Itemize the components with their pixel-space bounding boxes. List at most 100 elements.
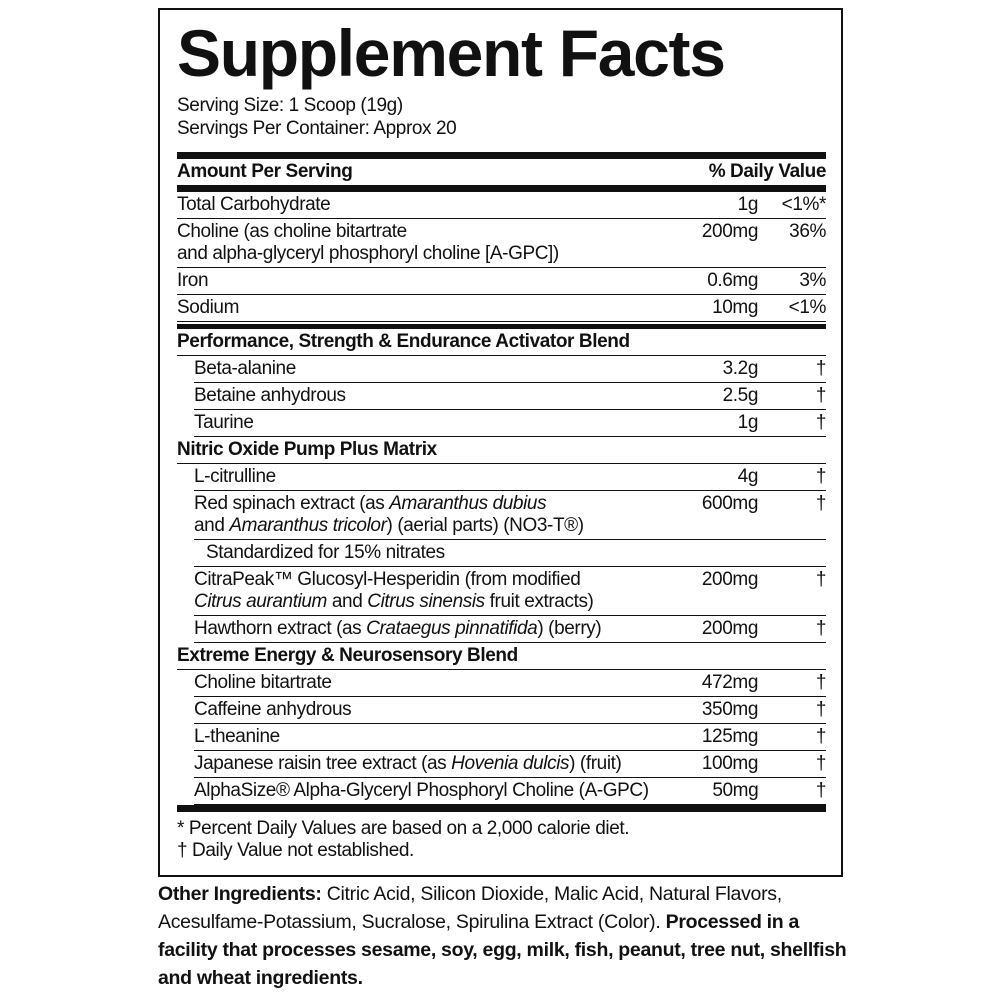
table-header: Amount Per Serving % Daily Value <box>177 159 826 185</box>
name-text: Japanese raisin tree extract (as <box>194 753 452 774</box>
name-line: Taurine <box>194 412 648 434</box>
daily-value: <1%* <box>781 194 827 215</box>
daily-value: † <box>815 618 827 639</box>
daily-value: † <box>815 726 827 747</box>
name-text: ) (aerial parts) (NO3-T®) <box>386 515 585 536</box>
blend-name: Extreme Energy & Neurosensory Blend <box>177 645 518 666</box>
name-line: and alpha-glyceryl phosphoryl choline [A… <box>177 243 648 265</box>
amount: 350mg <box>701 699 759 720</box>
daily-value: 36% <box>789 221 826 242</box>
amount: 3.2g <box>722 358 759 379</box>
footnote: † Daily Value not established. <box>177 840 414 861</box>
ingredient-row: Red spinach extract (as Amaranthus dubiu… <box>194 491 826 540</box>
amount: 472mg <box>701 672 759 693</box>
name-line: AlphaSize® Alpha-Glyceryl Phosphoryl Cho… <box>194 780 649 802</box>
daily-value: † <box>815 358 827 379</box>
ingredient-row: AlphaSize® Alpha-Glyceryl Phosphoryl Cho… <box>194 778 826 805</box>
name-text: Choline bitartrate <box>194 672 332 693</box>
ingredient-row: Caffeine anhydrous 350mg † <box>194 697 826 724</box>
name-line: Sodium <box>177 297 648 319</box>
amount: 50mg <box>712 780 759 801</box>
amount: 125mg <box>701 726 759 747</box>
name-text: Amaranthus tricolor <box>229 515 387 536</box>
name-text: Total Carbohydrate <box>177 194 331 215</box>
thick-rule <box>177 324 826 329</box>
blend-title: Nitric Oxide Pump Plus Matrix <box>177 437 826 464</box>
name-line: Japanese raisin tree extract (as Hovenia… <box>194 753 648 775</box>
ingredient-name: Sodium <box>177 297 648 319</box>
name-line: and Amaranthus tricolor) (aerial parts) … <box>194 515 648 537</box>
ingredient-row: L-citrulline 4g † <box>194 464 826 491</box>
name-text: ) (berry) <box>537 618 602 639</box>
name-text: and <box>326 591 368 612</box>
name-text: L-citrulline <box>194 466 276 487</box>
ingredient-name: Red spinach extract (as Amaranthus dubiu… <box>194 493 648 537</box>
name-line: Beta-alanine <box>194 358 648 380</box>
name-text: CitraPeak™ Glucosyl-Hesperidin (from mod… <box>194 569 581 590</box>
name-text: Betaine anhydrous <box>194 385 346 406</box>
ingredient-row: Sodium 10mg <1% <box>177 295 826 322</box>
ingredient-name: Betaine anhydrous <box>194 385 648 407</box>
amount: 200mg <box>701 569 759 590</box>
serving-size: Serving Size: 1 Scoop (19g) <box>177 95 403 116</box>
name-line: Choline (as choline bitartrate <box>177 221 648 243</box>
name-text: Choline (as choline bitartrate <box>177 221 407 242</box>
supplement-facts-panel: Supplement Facts Serving Size: 1 Scoop (… <box>158 8 843 877</box>
daily-value: † <box>815 412 827 433</box>
ingredient-name: Japanese raisin tree extract (as Hovenia… <box>194 753 648 775</box>
thick-rule <box>177 805 826 812</box>
other-ingredients-text: Citric Acid, Silicon Dioxide, Malic Acid… <box>158 883 782 933</box>
header-daily-value: % Daily Value <box>708 161 827 182</box>
ingredient-row: CitraPeak™ Glucosyl-Hesperidin (from mod… <box>194 567 826 616</box>
note-text: Standardized for 15% nitrates <box>206 542 445 563</box>
daily-value: † <box>815 672 827 693</box>
other-ingredients-label: Other Ingredients: <box>158 883 322 905</box>
name-text: Caffeine anhydrous <box>194 699 352 720</box>
name-text: ) (fruit) <box>569 753 622 774</box>
amount: 1g <box>737 194 759 215</box>
name-text: Crataegus pinnatifida <box>366 618 538 639</box>
name-text: and alpha-glyceryl phosphoryl choline [A… <box>177 243 559 264</box>
thick-rule <box>177 152 826 159</box>
name-text: and <box>194 515 230 536</box>
daily-value: <1% <box>788 297 827 318</box>
ingredient-name: CitraPeak™ Glucosyl-Hesperidin (from mod… <box>194 569 648 613</box>
ingredient-name: AlphaSize® Alpha-Glyceryl Phosphoryl Cho… <box>194 780 649 802</box>
name-line: Caffeine anhydrous <box>194 699 648 721</box>
name-text: AlphaSize® Alpha-Glyceryl Phosphoryl Cho… <box>194 780 649 801</box>
table-body: Total Carbohydrate 1g <1%* Choline (as chol… <box>177 192 826 805</box>
amount: 200mg <box>701 221 759 242</box>
name-text: Beta-alanine <box>194 358 296 379</box>
name-text: Taurine <box>194 412 254 433</box>
amount: 2.5g <box>722 385 759 406</box>
name-text: Amaranthus dubius <box>389 493 547 514</box>
servings-per-container: Servings Per Container: Approx 20 <box>177 118 457 139</box>
name-text: Hawthorn extract (as <box>194 618 367 639</box>
ingredient-row: Choline (as choline bitartrate and alpha-… <box>177 219 826 268</box>
ingredient-name: Choline bitartrate <box>194 672 648 694</box>
name-text: Red spinach extract (as <box>194 493 390 514</box>
name-line: L-theanine <box>194 726 648 748</box>
ingredient-row: Betaine anhydrous 2.5g † <box>194 383 826 410</box>
allergen-statement: Processed in a facility that processes s… <box>158 911 847 989</box>
name-line: L-citrulline <box>194 466 648 488</box>
amount: 600mg <box>701 493 759 514</box>
name-text: Sodium <box>177 297 240 318</box>
amount: 100mg <box>701 753 759 774</box>
name-text: L-theanine <box>194 726 280 747</box>
footnotes: * Percent Daily Values are based on a 2,… <box>177 818 826 862</box>
daily-value: † <box>815 466 827 487</box>
ingredient-note: Standardized for 15% nitrates <box>194 540 826 567</box>
ingredient-name: L-theanine <box>194 726 648 748</box>
blend-title: Performance, Strength & Endurance Activa… <box>177 329 826 356</box>
name-line: Red spinach extract (as Amaranthus dubiu… <box>194 493 648 515</box>
name-line: Total Carbohydrate <box>177 194 648 216</box>
title: Supplement Facts <box>177 16 726 90</box>
ingredient-row: Iron 0.6mg 3% <box>177 268 826 295</box>
daily-value: † <box>815 493 827 514</box>
name-line: Choline bitartrate <box>194 672 648 694</box>
ingredient-row: Hawthorn extract (as Crataegus pinnatifi… <box>194 616 826 643</box>
name-line: CitraPeak™ Glucosyl-Hesperidin (from mod… <box>194 569 648 591</box>
blend-name: Nitric Oxide Pump Plus Matrix <box>177 439 437 460</box>
